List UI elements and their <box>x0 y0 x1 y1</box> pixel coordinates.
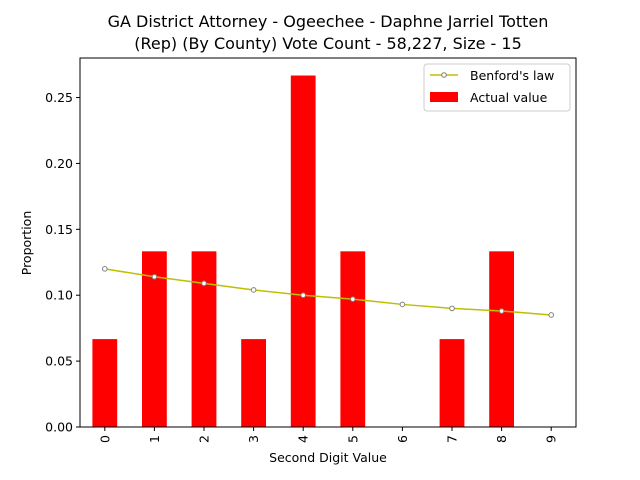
benford-point-1 <box>151 273 158 280</box>
legend-label-actual: Actual value <box>470 90 548 105</box>
x-tick-label: 8 <box>494 435 509 443</box>
benford-point-3 <box>250 287 257 293</box>
x-tick-label: 7 <box>445 435 460 443</box>
benford-point-0 <box>102 266 108 272</box>
x-tick-label: 5 <box>345 435 360 443</box>
y-tick-label: 0.15 <box>45 222 73 237</box>
y-tick-label: 0.05 <box>45 354 73 369</box>
x-tick-label: 2 <box>197 435 212 443</box>
benford-line <box>104 268 552 316</box>
plot-frame <box>79 57 577 428</box>
benford-point-8 <box>498 308 505 314</box>
y-tick-label: 0.20 <box>45 156 73 171</box>
y-axis-label: Proportion <box>19 211 34 276</box>
legend: Benford's law Actual value <box>423 63 571 112</box>
legend-line-marker <box>441 72 447 78</box>
benford-point-2 <box>201 280 207 287</box>
benford-point-5 <box>350 296 356 302</box>
legend-box <box>423 63 571 112</box>
legend-label-benford: Benford's law <box>470 68 554 83</box>
chart-title-line-2: (Rep) (By County) Vote Count - 58,227, S… <box>134 34 522 53</box>
bar-4 <box>290 75 316 427</box>
y-tick-label: 0.25 <box>45 90 73 105</box>
bars-layer <box>92 75 514 427</box>
bar-7 <box>439 339 465 427</box>
benford-point-6 <box>399 301 406 308</box>
bar-2 <box>191 251 217 427</box>
y-tick-label: 0.00 <box>45 420 73 435</box>
bar-0 <box>92 339 118 427</box>
bar-3 <box>241 339 266 427</box>
bar-8 <box>489 251 514 427</box>
benford-point-9 <box>548 312 555 318</box>
benford-point-7 <box>449 305 455 312</box>
x-tick-label: 4 <box>296 435 311 443</box>
x-tick-label: 6 <box>395 435 410 443</box>
y-tick-label: 0.10 <box>45 288 73 303</box>
x-axis: 0 1 2 3 4 5 6 7 8 9 <box>97 427 559 443</box>
line-layer <box>102 266 555 318</box>
y-axis: 0.00 0.05 0.10 0.15 0.20 0.25 <box>45 90 80 435</box>
chart-title-line-1: GA District Attorney - Ogeechee - Daphne… <box>108 12 549 31</box>
x-tick-label: 1 <box>147 435 162 443</box>
bar-1 <box>142 251 167 427</box>
legend-bar-swatch <box>430 92 458 102</box>
x-tick-label: 9 <box>544 435 559 443</box>
x-axis-label: Second Digit Value <box>269 450 387 465</box>
benford-point-4 <box>300 292 307 299</box>
bar-5 <box>340 251 366 427</box>
x-tick-label: 3 <box>246 435 261 443</box>
x-tick-label: 0 <box>97 435 112 443</box>
